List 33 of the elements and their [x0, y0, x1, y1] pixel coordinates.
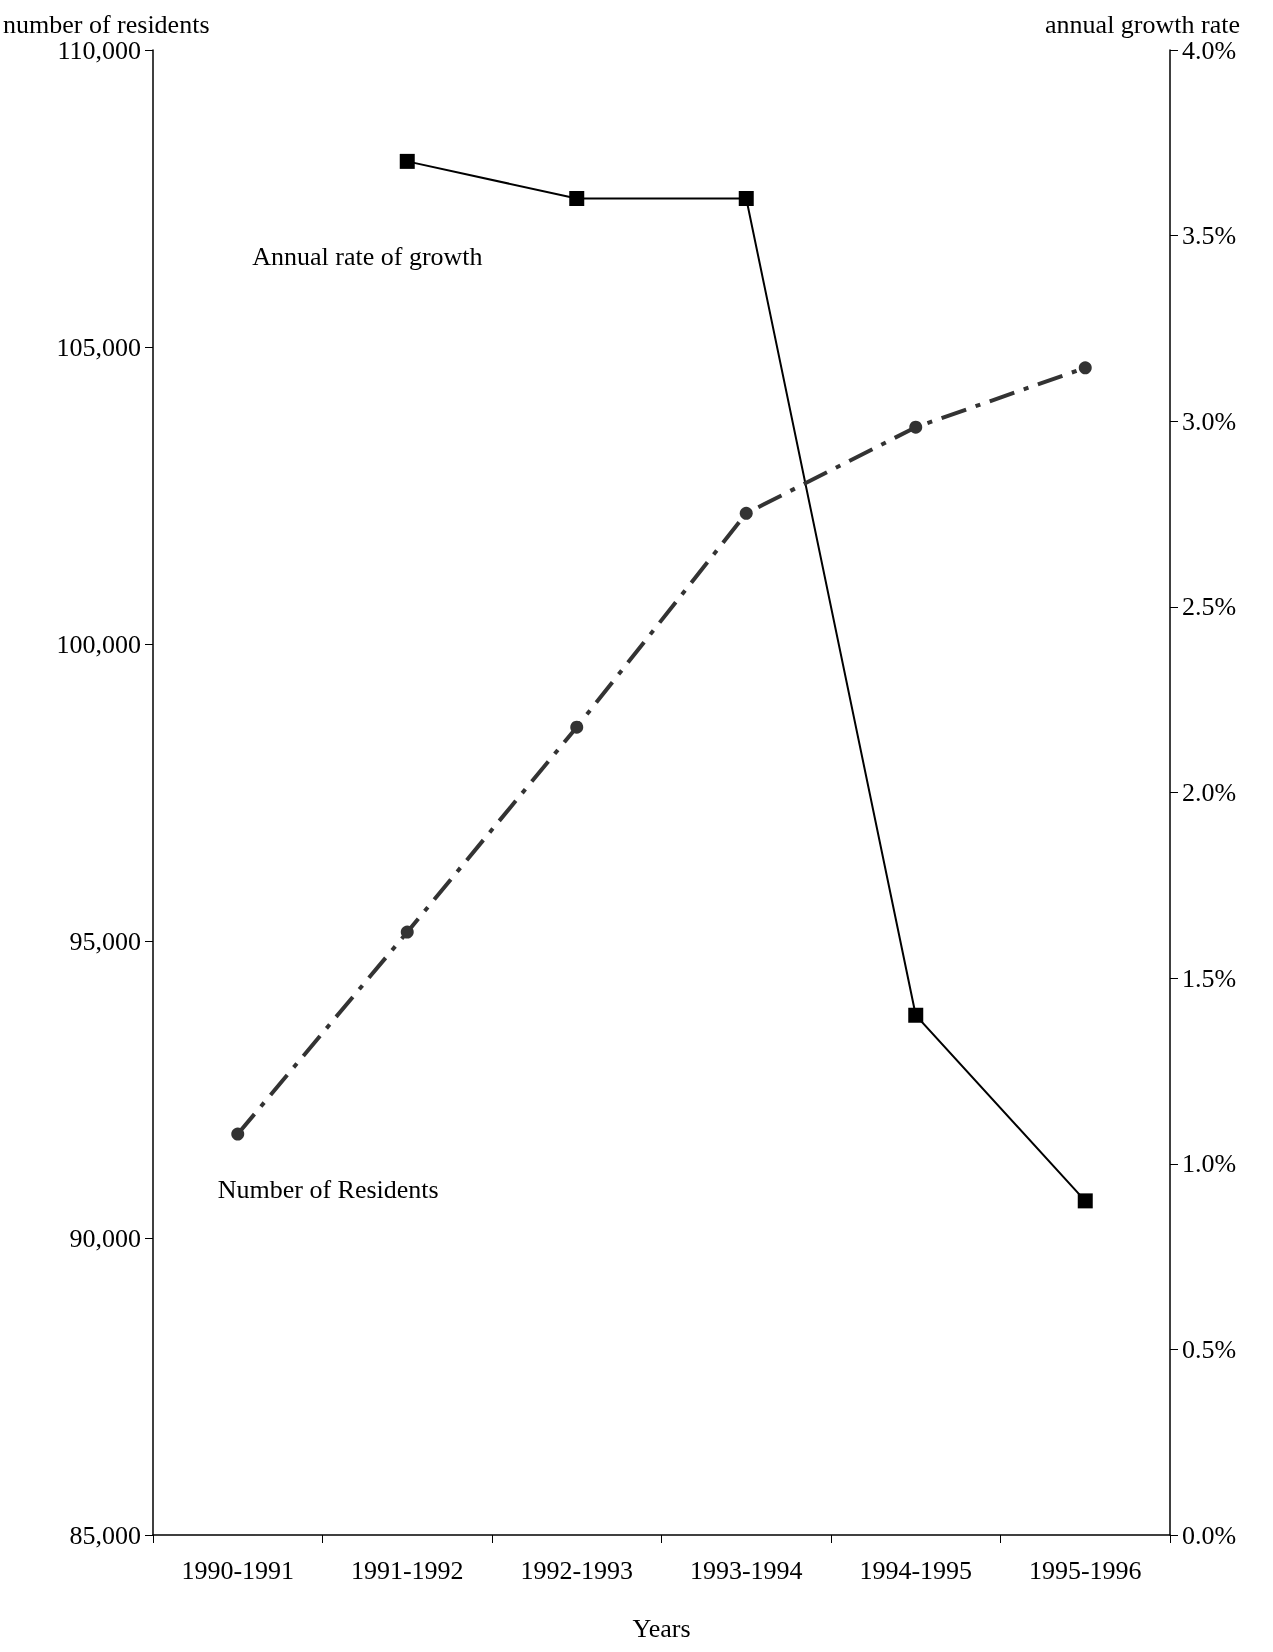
- point: [400, 925, 414, 939]
- y2-tick-label: 0.5%: [1182, 1334, 1237, 1364]
- text: Annual rate of growth: [252, 241, 483, 271]
- point: [738, 191, 754, 206]
- x-axis-title: Years: [632, 1613, 691, 1643]
- y-tick-label: 105,000: [56, 332, 141, 362]
- y2-tick-label: 2.5%: [1182, 592, 1237, 622]
- point: [570, 720, 584, 734]
- x-tick-label: 1993-1994: [689, 1555, 803, 1585]
- x-tick-label: 1991-1992: [350, 1555, 464, 1585]
- point: [569, 191, 585, 206]
- point: [908, 1007, 924, 1023]
- x-tick-label: 1994-1995: [859, 1555, 973, 1585]
- y2-tick-label: 3.5%: [1182, 221, 1237, 251]
- y2-tick-label: 3.0%: [1182, 406, 1237, 436]
- y2-tick-label: 2.0%: [1182, 778, 1237, 807]
- series-label: Number of Residents: [217, 1174, 439, 1204]
- y-tick-label: 90,000: [69, 1223, 141, 1253]
- point: [1078, 361, 1092, 375]
- point: [399, 153, 415, 169]
- x-tick-label: 1995-1996: [1028, 1555, 1142, 1585]
- point: [909, 420, 923, 434]
- y2-tick-label: 1.5%: [1182, 963, 1237, 993]
- y-tick-label: 85,000: [69, 1520, 141, 1550]
- y-tick-label: 100,000: [56, 629, 141, 659]
- y2-tick-label: 0.0%: [1182, 1520, 1237, 1550]
- y-tick-label: 95,000: [69, 926, 141, 956]
- point: [739, 506, 753, 520]
- x-tick-label: 1990-1991: [181, 1555, 295, 1585]
- point: [1077, 1193, 1093, 1209]
- point: [231, 1127, 245, 1141]
- y2-tick-label: 1.0%: [1182, 1149, 1237, 1179]
- x-tick-label: 1992-1993: [520, 1555, 634, 1585]
